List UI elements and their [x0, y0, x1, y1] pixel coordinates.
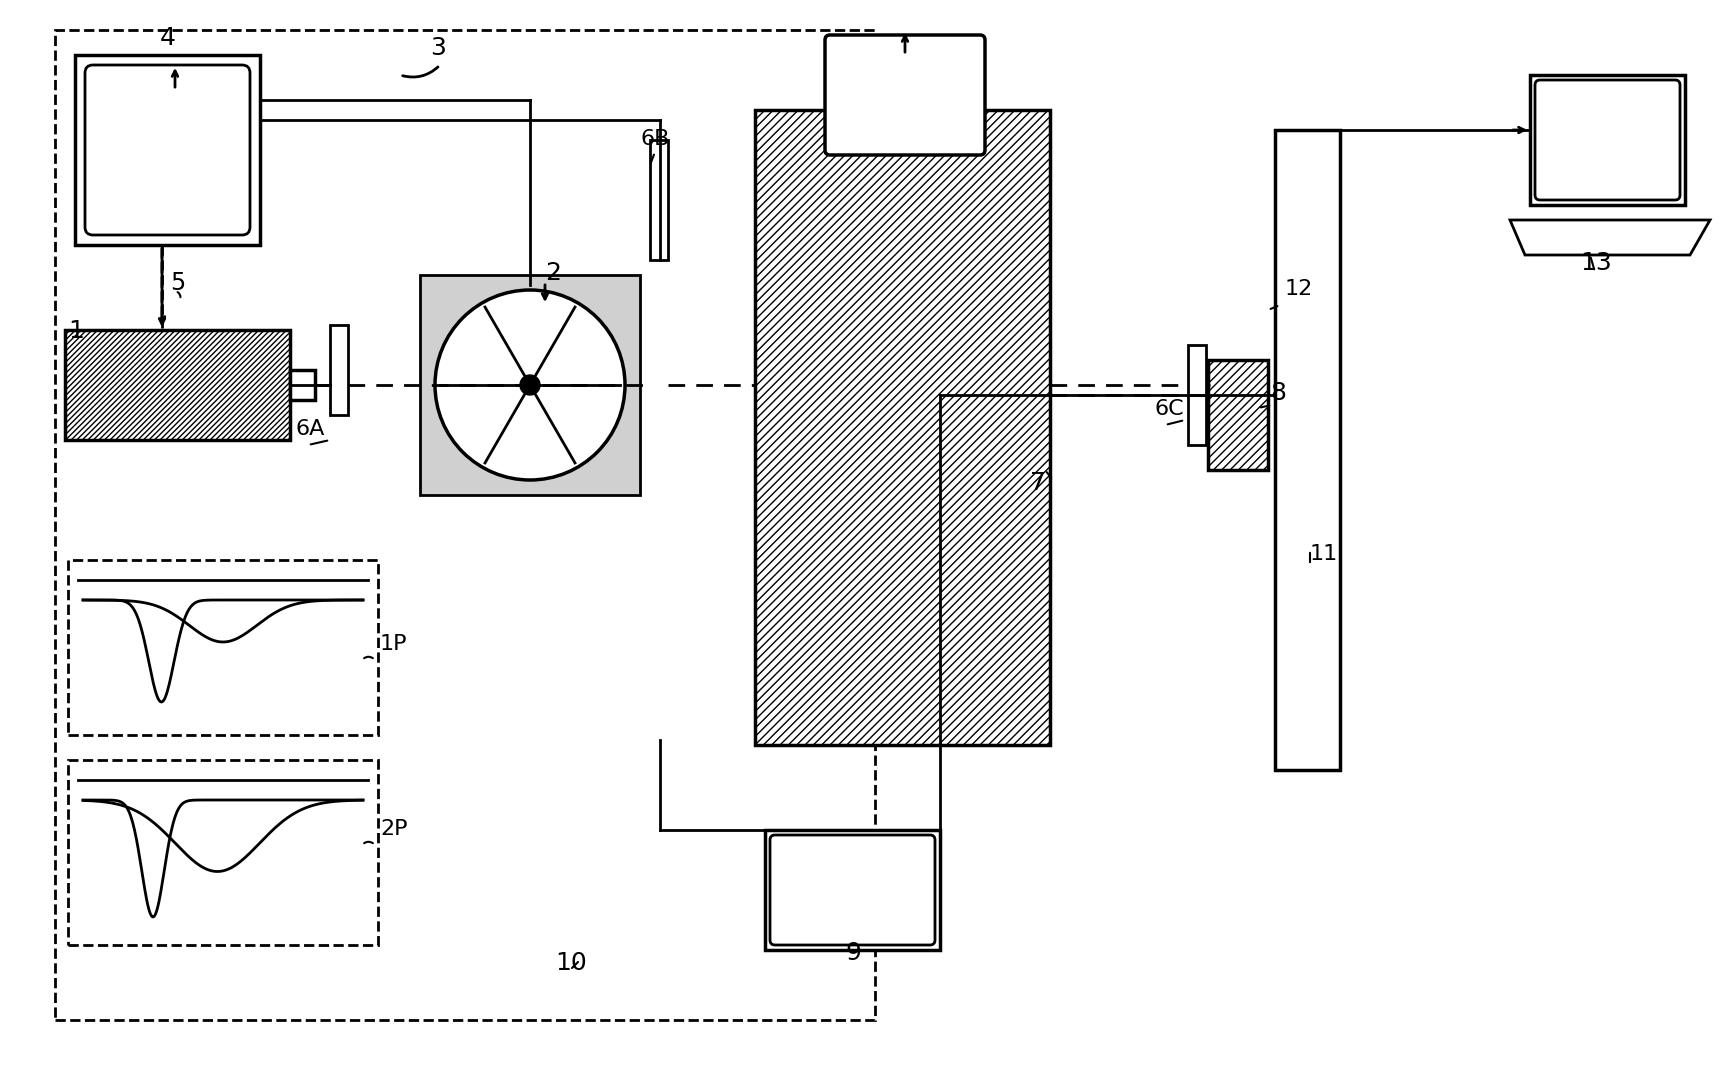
Bar	[66, 330, 290, 440]
Bar	[765, 830, 941, 950]
Text: 6B: 6B	[640, 129, 670, 149]
Text: 11: 11	[1310, 544, 1338, 563]
Text: 4: 4	[161, 26, 176, 50]
Text: 5: 5	[169, 271, 185, 295]
Bar	[1276, 130, 1339, 770]
Text: 8: 8	[1270, 381, 1286, 405]
Text: 6A: 6A	[295, 419, 324, 439]
Text: 7: 7	[1030, 471, 1046, 495]
Text: 3: 3	[430, 36, 445, 60]
FancyBboxPatch shape	[770, 835, 935, 945]
Text: 2P: 2P	[380, 819, 407, 839]
Circle shape	[520, 375, 540, 395]
Bar	[66, 330, 290, 440]
Polygon shape	[1510, 219, 1710, 256]
Bar	[1208, 360, 1269, 470]
Text: 9: 9	[846, 941, 861, 965]
Bar	[1529, 75, 1685, 205]
Text: 12: 12	[1284, 278, 1313, 299]
Bar	[1208, 360, 1269, 470]
FancyBboxPatch shape	[1534, 80, 1679, 200]
Text: 1P: 1P	[380, 634, 407, 654]
Bar	[419, 275, 640, 495]
Bar	[67, 760, 378, 945]
Bar	[330, 325, 349, 415]
Bar	[754, 110, 1049, 745]
FancyBboxPatch shape	[85, 66, 250, 235]
Bar	[67, 560, 378, 735]
Text: 1: 1	[67, 319, 85, 343]
Bar	[1187, 345, 1206, 446]
Bar	[290, 370, 316, 400]
FancyBboxPatch shape	[825, 35, 986, 155]
Text: 10: 10	[556, 951, 587, 975]
Circle shape	[435, 290, 625, 480]
Bar	[74, 55, 261, 245]
Text: 6C: 6C	[1155, 399, 1184, 419]
Text: 2: 2	[545, 261, 561, 285]
Bar	[651, 140, 668, 260]
Bar	[754, 110, 1049, 745]
Text: 13: 13	[1579, 251, 1612, 275]
